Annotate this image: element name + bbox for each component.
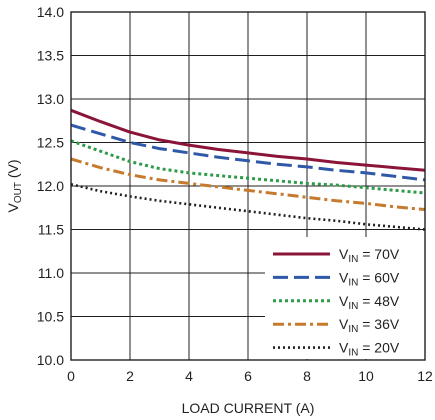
y-axis-label-sub: OUT: [13, 182, 24, 203]
y-axis-label-unit: (V): [5, 159, 21, 182]
series-lines: [70, 108, 426, 231]
legend-label-0: VIN = 70V: [339, 246, 400, 265]
x-tick-label: 2: [126, 368, 134, 384]
x-tick-label: 0: [67, 368, 75, 384]
legend-label-2: VIN = 48V: [339, 293, 400, 312]
y-tick-label: 14.0: [37, 4, 64, 20]
x-axis-label: LOAD CURRENT (A): [182, 400, 315, 416]
y-tick-label: 12.0: [37, 178, 64, 194]
series-line-1: [70, 123, 426, 182]
y-tick-label: 12.5: [37, 135, 64, 151]
y-axis-label: VOUT (V): [5, 159, 24, 212]
series-line-3: [70, 157, 426, 211]
y-tick-label: 13.5: [37, 48, 64, 64]
x-tick-label: 4: [185, 368, 193, 384]
y-tick-label: 11.0: [38, 265, 64, 281]
x-tick-label: 8: [303, 368, 311, 384]
series-line-4: [70, 183, 426, 231]
series-line-0: [70, 108, 426, 172]
legend-background: [265, 237, 425, 359]
y-tick-labels: 10.0 10.5 11.0 11.5 12.0 12.5 13.0 13.5 14.0: [37, 4, 64, 368]
x-tick-label: 10: [358, 368, 374, 384]
legend: VIN = 70V VIN = 60V VIN = 48V VIN = 36V VIN …: [265, 237, 425, 359]
legend-label-1: VIN = 60V: [339, 269, 400, 288]
y-tick-label: 11.5: [38, 222, 64, 238]
x-tick-label: 12: [417, 368, 433, 384]
y-tick-label: 13.0: [37, 91, 64, 107]
y-tick-label: 10.0: [37, 352, 64, 368]
legend-label-4: VIN = 20V: [339, 340, 400, 359]
series-line-2: [70, 139, 426, 195]
plot-frame: [70, 11, 426, 361]
x-tick-labels: 0 2 4 6 8 10 12: [67, 368, 433, 384]
grid: [70, 11, 426, 361]
y-axis-label-main: V: [5, 203, 21, 213]
legend-label-3: VIN = 36V: [339, 316, 400, 335]
y-tick-label: 10.5: [37, 309, 64, 325]
x-tick-label: 6: [244, 368, 252, 384]
